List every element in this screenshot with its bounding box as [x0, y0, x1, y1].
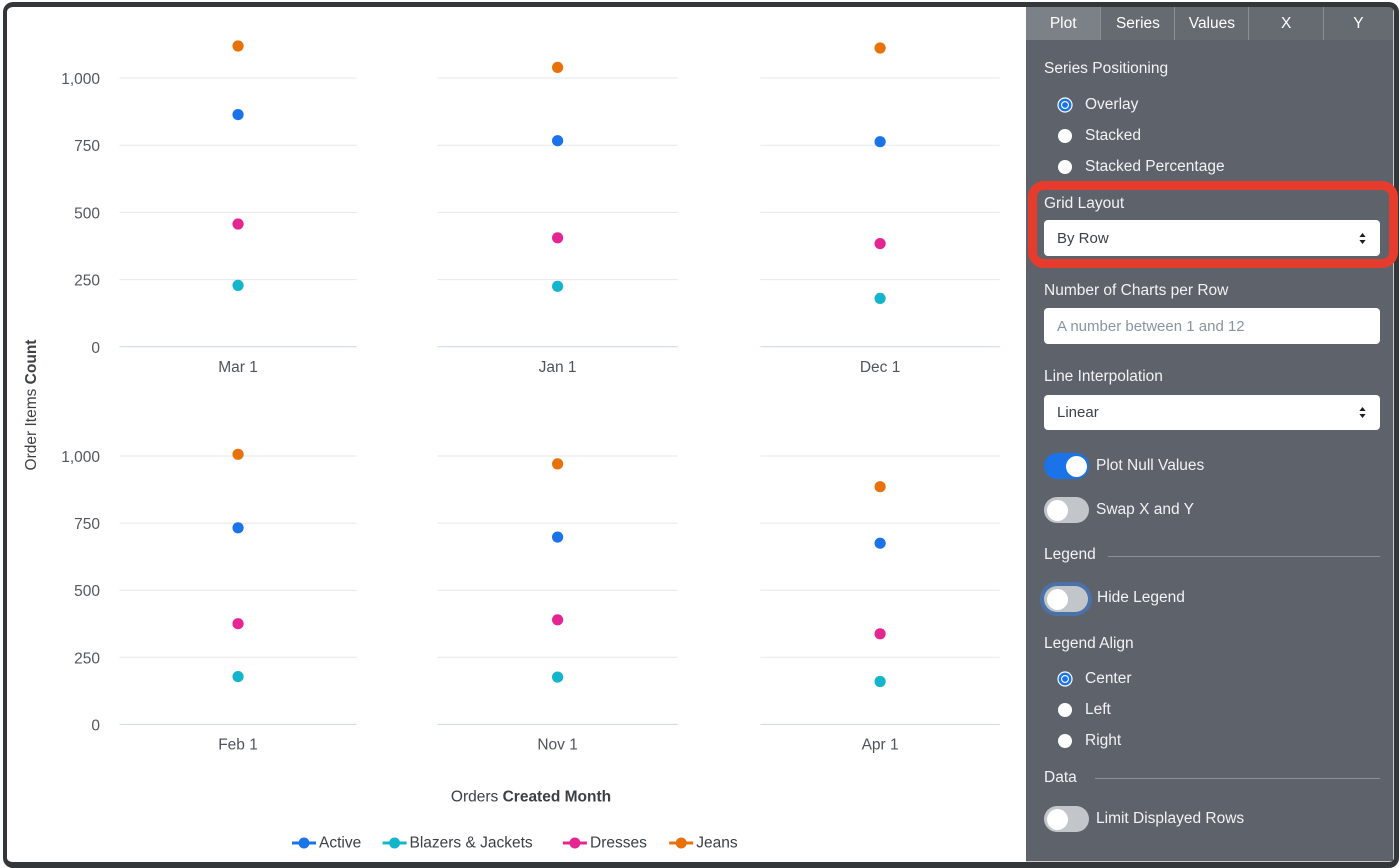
svg-text:Blazers & Jackets: Blazers & Jackets	[410, 835, 533, 852]
svg-text:250: 250	[74, 650, 100, 667]
svg-text:Mar 1: Mar 1	[218, 359, 258, 376]
svg-text:Apr 1: Apr 1	[862, 737, 899, 754]
svg-text:Jeans: Jeans	[696, 835, 738, 852]
svg-text:Feb 1: Feb 1	[218, 737, 258, 754]
svg-text:500: 500	[74, 583, 100, 600]
svg-text:1,000: 1,000	[61, 71, 100, 88]
svg-text:1,000: 1,000	[61, 449, 100, 466]
svg-text:750: 750	[74, 516, 100, 533]
svg-text:Orders Created Month: Orders Created Month	[451, 789, 611, 806]
svg-text:Dresses: Dresses	[590, 835, 647, 852]
svg-text:0: 0	[91, 340, 100, 357]
svg-text:Jan 1: Jan 1	[539, 359, 577, 376]
svg-text:250: 250	[74, 273, 100, 290]
svg-text:Nov 1: Nov 1	[537, 737, 578, 754]
svg-text:500: 500	[74, 205, 100, 222]
svg-text:0: 0	[91, 717, 100, 734]
svg-text:Active: Active	[319, 835, 361, 852]
svg-text:Order Items Count: Order Items Count	[23, 340, 40, 471]
svg-text:750: 750	[74, 138, 100, 155]
svg-text:Dec 1: Dec 1	[860, 359, 901, 376]
